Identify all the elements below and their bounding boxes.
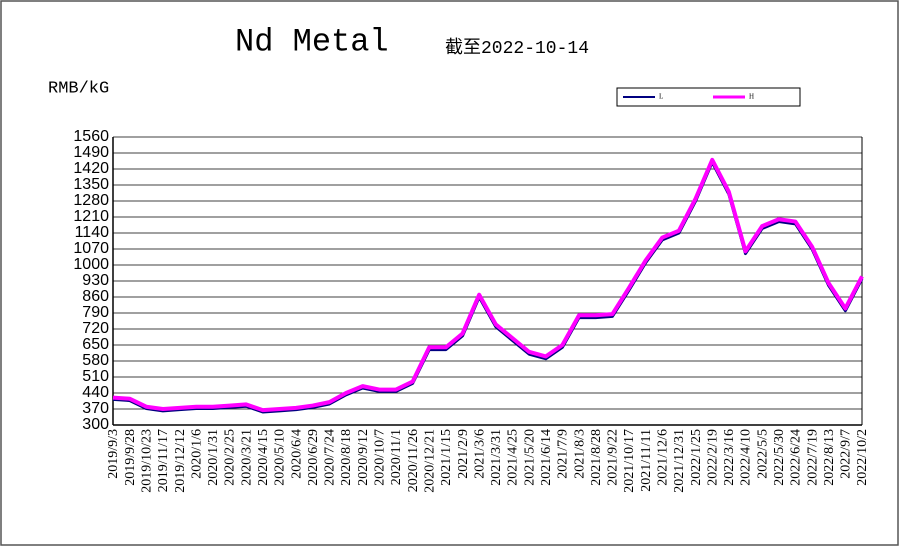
x-tick-label: 2021/12/31	[672, 429, 687, 493]
x-tick-label: 2021/3/31	[489, 429, 504, 486]
x-tick-label: 2021/2/9	[456, 429, 471, 479]
x-tick-label: 2022/9/7	[839, 429, 854, 479]
y-axis-label: RMB/kG	[48, 79, 109, 98]
x-tick-label: 2020/7/24	[323, 429, 338, 486]
x-tick-label: 2021/8/3	[572, 429, 587, 479]
x-tick-label: 2021/5/20	[522, 429, 537, 486]
x-tick-label: 2019/10/23	[140, 429, 155, 493]
x-tick-label: 2022/8/13	[822, 429, 837, 486]
y-tick-label: 1070	[73, 240, 109, 257]
legend	[616, 87, 801, 107]
x-tick-label: 2020/6/4	[289, 429, 304, 479]
x-tick-label: 2022/7/19	[805, 429, 820, 486]
x-tick-label: 2020/4/15	[256, 429, 271, 486]
y-tick-label: 580	[82, 352, 109, 369]
x-tick-label: 2020/8/18	[339, 429, 354, 486]
x-tick-label: 2020/11/26	[406, 429, 421, 492]
x-tick-label: 2022/5/30	[772, 429, 787, 486]
x-tick-label: 2021/7/9	[556, 429, 571, 479]
y-tick-label: 720	[82, 320, 109, 337]
x-tick-label: 2022/1/25	[689, 429, 704, 486]
x-tick-label: 2020/2/25	[223, 429, 238, 486]
y-tick-label: 440	[82, 384, 109, 401]
y-tick-label: 860	[82, 288, 109, 305]
y-tick-label: 1490	[73, 144, 109, 161]
x-tick-label: 2022/5/5	[755, 429, 770, 479]
x-tick-label: 2021/1/15	[439, 429, 454, 486]
y-tick-label: 1560	[73, 128, 109, 145]
x-tick-label: 2020/12/21	[422, 429, 437, 493]
legend-label: H	[749, 93, 754, 101]
x-tick-label: 2020/10/7	[373, 429, 388, 486]
y-tick-label: 1210	[73, 208, 109, 225]
x-tick-label: 2022/10/2	[855, 429, 870, 486]
x-tick-label: 2019/9/28	[123, 429, 138, 486]
y-tick-label: 1280	[73, 192, 109, 209]
legend-label: L	[659, 93, 663, 101]
x-tick-label: 2021/11/11	[639, 429, 654, 492]
chart-subtitle: 截至2022-10-14	[445, 37, 589, 59]
x-tick-label: 2020/6/29	[306, 429, 321, 486]
y-tick-label: 1000	[73, 256, 109, 273]
x-tick-label: 2020/1/6	[189, 429, 204, 479]
x-tick-label: 2021/9/22	[606, 429, 621, 486]
x-tick-label: 2020/9/12	[356, 429, 371, 486]
y-tick-label: 300	[82, 416, 109, 433]
x-tick-label: 2022/3/16	[722, 429, 737, 486]
y-tick-label: 370	[82, 400, 109, 417]
y-tick-label: 1140	[75, 224, 110, 241]
y-tick-label: 510	[82, 368, 109, 385]
x-tick-label: 2020/5/10	[273, 429, 288, 486]
x-tick-label: 2021/3/6	[472, 429, 487, 479]
x-tick-label: 2022/6/24	[789, 429, 804, 486]
x-tick-label: 2021/12/6	[655, 429, 670, 486]
x-tick-label: 2020/1/31	[206, 429, 221, 486]
x-tick-label: 2021/10/17	[622, 429, 637, 493]
x-tick-label: 2020/3/21	[239, 429, 254, 486]
y-tick-label: 650	[82, 336, 109, 353]
x-tick-label: 2021/4/25	[506, 429, 521, 486]
x-tick-label: 2019/11/17	[156, 429, 171, 492]
x-tick-label: 2022/4/10	[739, 429, 754, 486]
x-tick-label: 2021/6/14	[539, 429, 554, 486]
chart-title: Nd Metal	[235, 23, 389, 60]
y-tick-label: 1350	[73, 176, 109, 193]
y-tick-label: 930	[82, 272, 109, 289]
x-tick-label: 2020/11/1	[389, 429, 404, 485]
y-tick-label: 1420	[73, 160, 109, 177]
y-tick-label: 790	[82, 304, 109, 321]
x-tick-label: 2019/12/12	[173, 429, 188, 493]
line-series	[112, 157, 864, 413]
x-tick-label: 2019/9/3	[106, 429, 121, 479]
x-tick-label: 2022/2/19	[705, 429, 720, 486]
x-tick-label: 2021/8/28	[589, 429, 604, 486]
